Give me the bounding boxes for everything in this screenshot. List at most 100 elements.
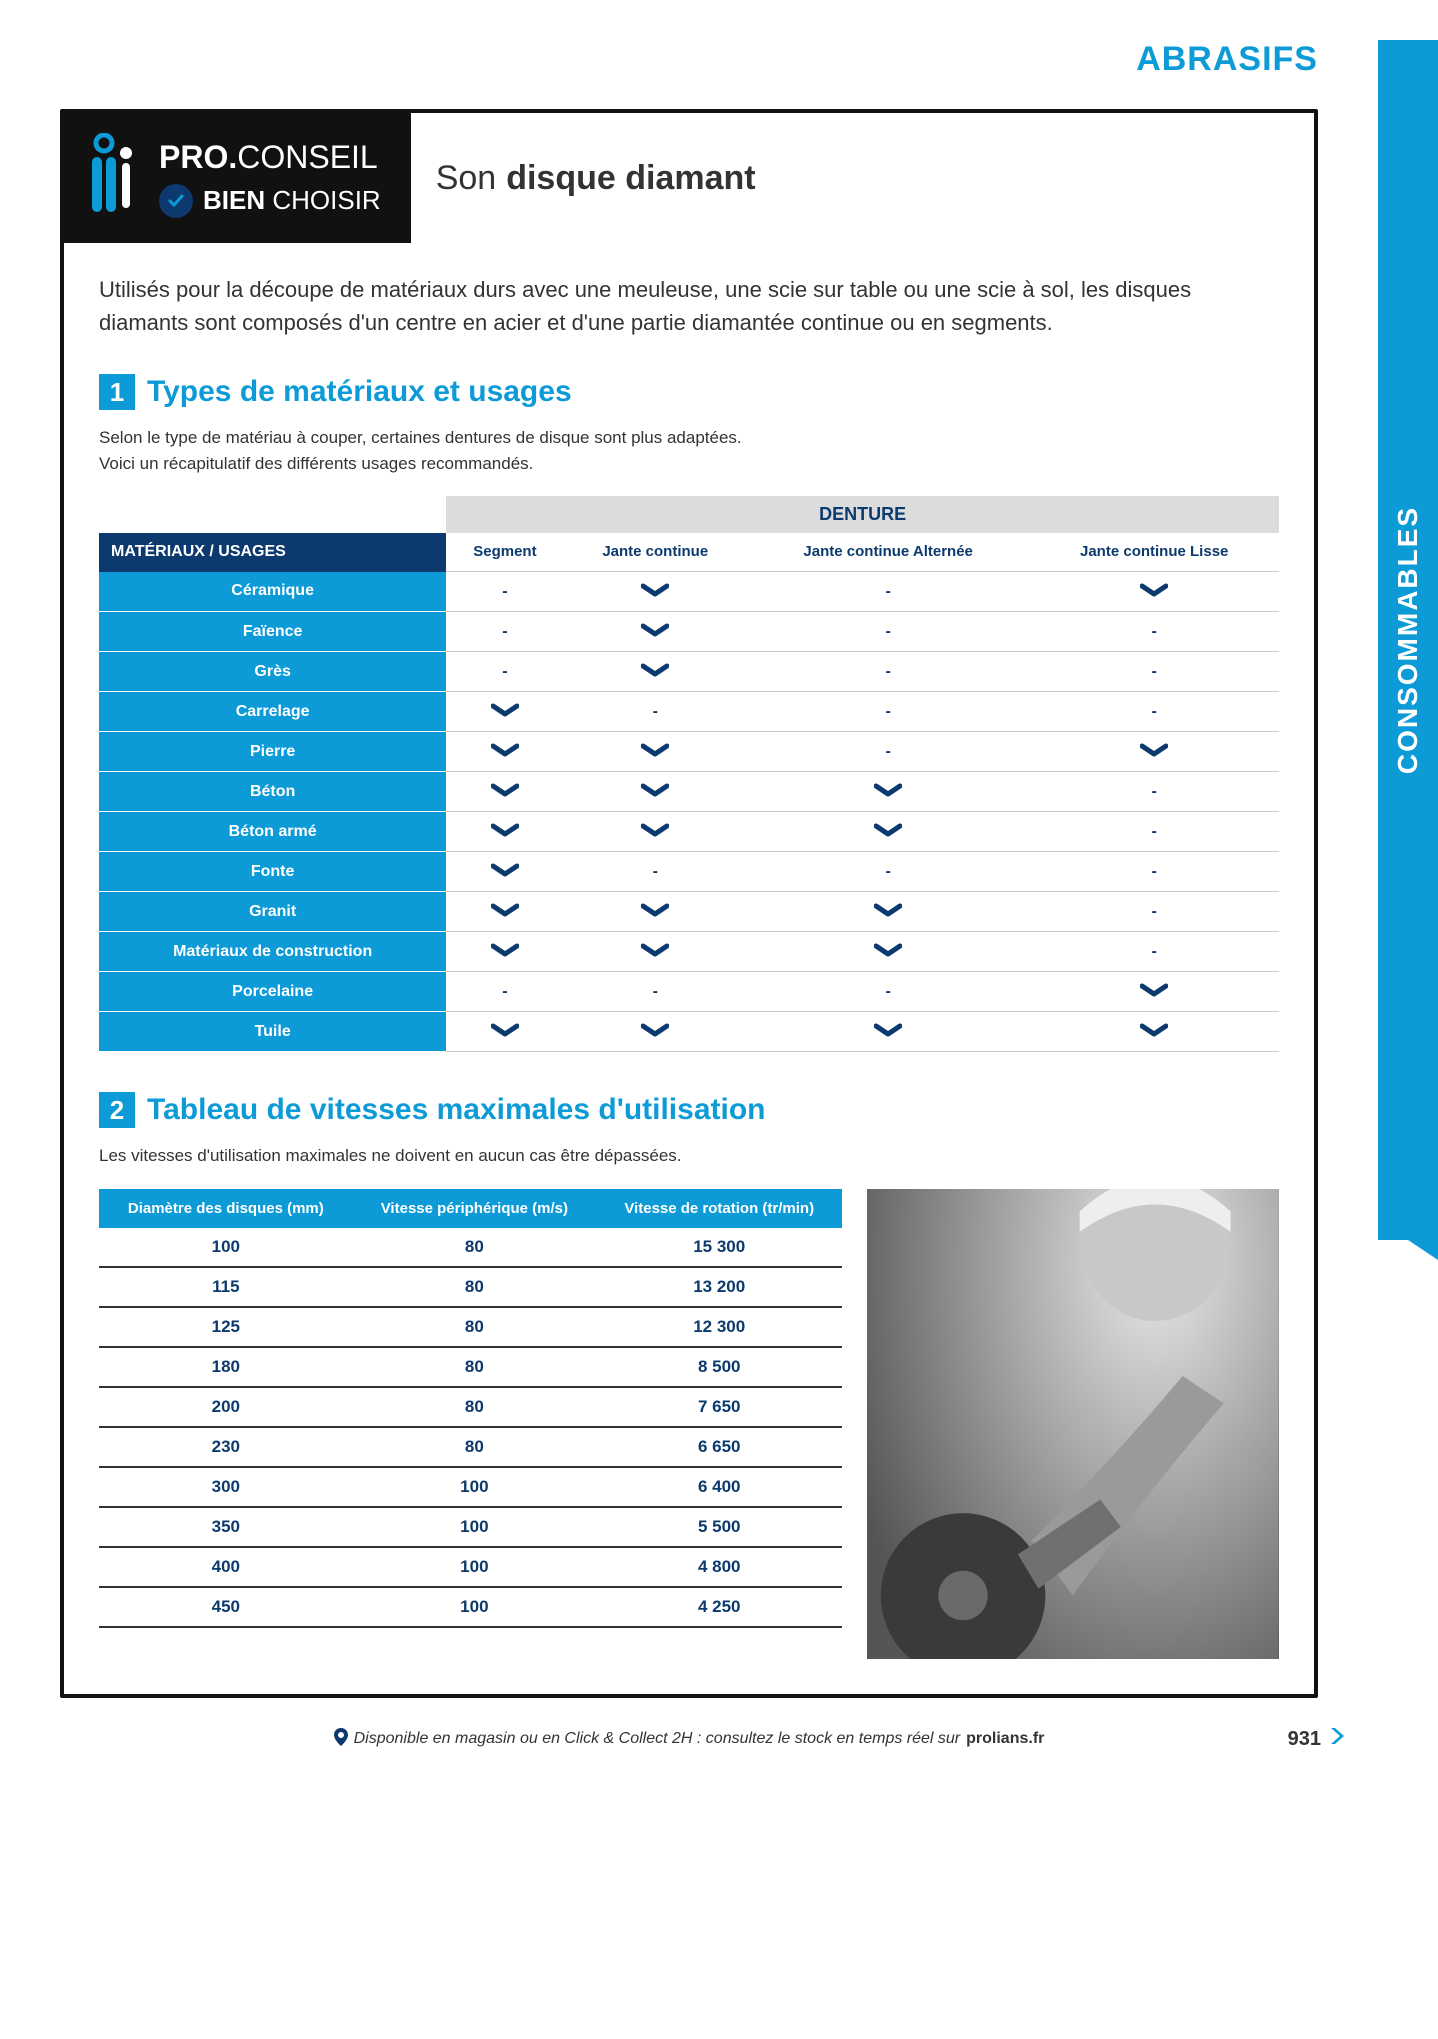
check-icon bbox=[491, 745, 519, 762]
check-icon bbox=[641, 785, 669, 802]
check-icon bbox=[1140, 745, 1168, 762]
speed-cell: 80 bbox=[353, 1387, 596, 1427]
material-label: Porcelaine bbox=[99, 972, 446, 1012]
side-tab-notch bbox=[1378, 1220, 1438, 1260]
material-label: Béton armé bbox=[99, 812, 446, 852]
check-icon bbox=[1140, 1025, 1168, 1042]
material-cell: - bbox=[747, 972, 1029, 1012]
check-icon bbox=[1140, 985, 1168, 1002]
speed-cell: 5 500 bbox=[596, 1507, 842, 1547]
material-cell: - bbox=[446, 572, 563, 612]
material-cell bbox=[747, 812, 1029, 852]
footer-link[interactable]: prolians.fr bbox=[966, 1730, 1044, 1748]
speed-cell: 80 bbox=[353, 1427, 596, 1467]
material-cell bbox=[446, 772, 563, 812]
banner-left-block: PRO.CONSEIL BIEN CHOISIR bbox=[64, 113, 411, 243]
material-cell bbox=[446, 732, 563, 772]
material-label: Grès bbox=[99, 652, 446, 692]
material-cell: - bbox=[564, 852, 747, 892]
speed-cell: 100 bbox=[353, 1467, 596, 1507]
speed-cell: 80 bbox=[353, 1347, 596, 1387]
section1-number: 1 bbox=[99, 374, 135, 410]
material-cell: - bbox=[446, 612, 563, 652]
check-icon bbox=[641, 625, 669, 642]
banner-line1: PRO.CONSEIL bbox=[159, 139, 381, 176]
material-cell bbox=[1029, 572, 1279, 612]
col-jante-alternee: Jante continue Alternée bbox=[747, 533, 1029, 572]
speed-cell: 100 bbox=[353, 1507, 596, 1547]
material-cell: - bbox=[1029, 892, 1279, 932]
material-cell: - bbox=[747, 612, 1029, 652]
table-row: 4501004 250 bbox=[99, 1587, 842, 1627]
section1-heading: 1 Types de matériaux et usages bbox=[99, 374, 1279, 410]
side-tab-label: CONSOMMABLES bbox=[1392, 506, 1424, 774]
denture-header: DENTURE bbox=[446, 496, 1279, 533]
speed-cell: 4 250 bbox=[596, 1587, 842, 1627]
side-category-tab: CONSOMMABLES bbox=[1378, 40, 1438, 1240]
speed-cell: 100 bbox=[99, 1228, 353, 1267]
material-label: Pierre bbox=[99, 732, 446, 772]
check-icon bbox=[491, 865, 519, 882]
worker-photo: © GettyImages bbox=[867, 1189, 1279, 1659]
table-row: 230806 650 bbox=[99, 1427, 842, 1467]
speed-cell: 230 bbox=[99, 1427, 353, 1467]
check-icon bbox=[491, 785, 519, 802]
section2-heading: 2 Tableau de vitesses maximales d'utilis… bbox=[99, 1092, 1279, 1128]
material-cell bbox=[446, 812, 563, 852]
page-number: 931 bbox=[1288, 1725, 1348, 1753]
col-segment: Segment bbox=[446, 533, 563, 572]
material-cell bbox=[446, 932, 563, 972]
speed-cell: 80 bbox=[353, 1228, 596, 1267]
materials-column-header: MATÉRIAUX / USAGES bbox=[99, 533, 446, 572]
material-cell bbox=[747, 892, 1029, 932]
check-icon bbox=[1140, 585, 1168, 602]
table-row: 1258012 300 bbox=[99, 1307, 842, 1347]
material-cell bbox=[564, 732, 747, 772]
table-row: 4001004 800 bbox=[99, 1547, 842, 1587]
material-cell: - bbox=[747, 572, 1029, 612]
speed-cell: 200 bbox=[99, 1387, 353, 1427]
material-cell: - bbox=[1029, 652, 1279, 692]
material-label: Tuile bbox=[99, 1012, 446, 1052]
section2-number: 2 bbox=[99, 1092, 135, 1128]
material-cell bbox=[446, 692, 563, 732]
check-badge-icon bbox=[159, 184, 193, 218]
material-cell bbox=[564, 612, 747, 652]
table-row: Béton armé - bbox=[99, 812, 1279, 852]
chevron-right-icon bbox=[1326, 1725, 1348, 1753]
table-row: Tuile bbox=[99, 1012, 1279, 1052]
banner-right-title: Son disque diamant bbox=[411, 113, 1314, 243]
table-row: Matériaux de construction- bbox=[99, 932, 1279, 972]
material-cell: - bbox=[747, 732, 1029, 772]
check-icon bbox=[641, 825, 669, 842]
material-cell: - bbox=[446, 652, 563, 692]
section1-subtitle: Selon le type de matériau à couper, cert… bbox=[99, 425, 1279, 476]
table-row: Carrelage--- bbox=[99, 692, 1279, 732]
check-icon bbox=[641, 585, 669, 602]
material-cell: - bbox=[1029, 612, 1279, 652]
table-row: 1158013 200 bbox=[99, 1267, 842, 1307]
speed-col-diameter: Diamètre des disques (mm) bbox=[99, 1189, 353, 1229]
check-icon bbox=[641, 665, 669, 682]
table-row: 3001006 400 bbox=[99, 1467, 842, 1507]
speed-table: Diamètre des disques (mm) Vitesse périph… bbox=[99, 1189, 842, 1629]
material-cell bbox=[564, 892, 747, 932]
footer-text: Disponible en magasin ou en Click & Coll… bbox=[354, 1730, 961, 1748]
speed-cell: 450 bbox=[99, 1587, 353, 1627]
col-jante-lisse: Jante continue Lisse bbox=[1029, 533, 1279, 572]
check-icon bbox=[641, 745, 669, 762]
material-cell: - bbox=[747, 692, 1029, 732]
material-cell bbox=[446, 852, 563, 892]
material-cell: - bbox=[1029, 812, 1279, 852]
check-icon bbox=[491, 905, 519, 922]
table-row: Porcelaine--- bbox=[99, 972, 1279, 1012]
table-row: 3501005 500 bbox=[99, 1507, 842, 1547]
table-row: Faïence--- bbox=[99, 612, 1279, 652]
material-label: Céramique bbox=[99, 572, 446, 612]
check-icon bbox=[491, 825, 519, 842]
check-icon bbox=[874, 905, 902, 922]
material-cell bbox=[564, 932, 747, 972]
material-cell bbox=[1029, 1012, 1279, 1052]
check-icon bbox=[874, 825, 902, 842]
material-label: Fonte bbox=[99, 852, 446, 892]
